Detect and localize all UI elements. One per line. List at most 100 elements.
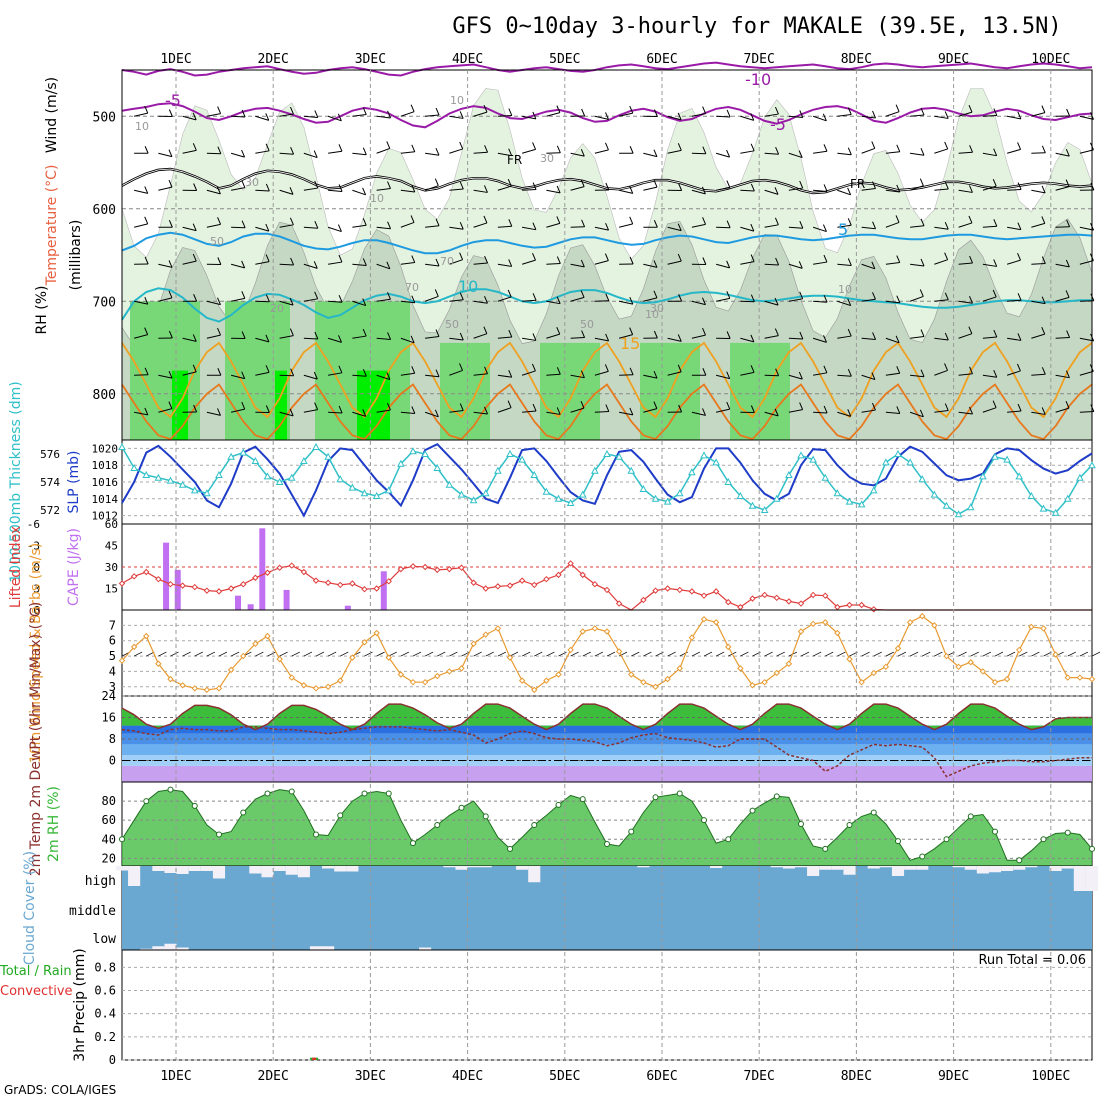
wind-barb bbox=[303, 298, 318, 302]
rh2m-marker bbox=[919, 853, 926, 860]
wind10m-barb bbox=[376, 651, 385, 657]
wind-barb-feather bbox=[920, 258, 925, 267]
wind-barb bbox=[425, 114, 440, 117]
cloud-low-bar bbox=[309, 946, 323, 950]
wind-barb bbox=[1007, 226, 1021, 231]
wind-barb-feather bbox=[678, 404, 683, 413]
wind-barb-feather bbox=[387, 332, 392, 340]
wind-barb bbox=[982, 374, 997, 378]
wind10m-marker bbox=[349, 654, 356, 661]
wind-barb-feather bbox=[677, 143, 682, 151]
wind10m-barb bbox=[934, 651, 943, 657]
thickness-marker bbox=[748, 501, 757, 509]
rh2m-marker bbox=[385, 790, 392, 797]
wind-barb-feather bbox=[241, 371, 246, 379]
precip-frame bbox=[121, 949, 1093, 1061]
wind-barb-feather bbox=[847, 147, 852, 155]
wind-barb bbox=[497, 263, 512, 267]
wind-barb bbox=[788, 298, 803, 302]
rh2m-marker bbox=[119, 836, 125, 843]
wind-barb bbox=[158, 374, 173, 379]
wind-barb-feather bbox=[775, 147, 780, 155]
wind-barb-feather bbox=[362, 218, 367, 226]
ylabel-cape: CAPE (J/kg) bbox=[66, 528, 82, 606]
wind-barb bbox=[497, 407, 512, 413]
cloud-high-bar bbox=[879, 866, 892, 868]
contour-label: 10 bbox=[370, 192, 384, 205]
wind-barb-feather bbox=[192, 253, 197, 262]
isotherm-line bbox=[121, 231, 1093, 255]
wind-barb bbox=[473, 262, 488, 265]
wind10m-barb bbox=[364, 651, 373, 657]
wind-barb-feather bbox=[459, 292, 464, 300]
wind-barb bbox=[885, 337, 900, 344]
wind-barb bbox=[255, 115, 269, 121]
wind-barb-feather bbox=[653, 149, 658, 157]
wind-barb-feather bbox=[314, 180, 319, 189]
isotherm-15-line bbox=[121, 341, 1093, 419]
wind-barb-feather bbox=[847, 409, 852, 417]
wind10m-marker bbox=[1028, 623, 1035, 631]
wind-barb bbox=[934, 410, 949, 413]
wind10m-marker bbox=[1003, 675, 1011, 683]
wind10m-marker bbox=[773, 669, 780, 677]
li-marker bbox=[482, 585, 489, 592]
contour-label: -5 bbox=[770, 115, 786, 134]
wind-barb bbox=[715, 152, 730, 158]
wind10m-marker bbox=[385, 654, 392, 661]
wind-barb-feather bbox=[872, 221, 877, 229]
wind-barb-feather bbox=[726, 331, 731, 339]
wind-barb bbox=[449, 410, 464, 413]
wind-barb-feather bbox=[1065, 290, 1070, 298]
wind-barb-feather bbox=[1065, 400, 1070, 409]
wind-barb bbox=[1007, 115, 1021, 120]
cloud-high-bar bbox=[1001, 866, 1014, 871]
wind10m-marker bbox=[1052, 651, 1059, 658]
wind-barb bbox=[400, 337, 415, 344]
wind-barb-feather bbox=[556, 296, 561, 304]
wind-barb-feather bbox=[192, 112, 197, 121]
rh2m-marker bbox=[191, 802, 198, 809]
li-tick-label: -3 bbox=[27, 540, 40, 553]
contour-label: 50 bbox=[580, 318, 594, 331]
wind-barb-feather bbox=[144, 216, 149, 225]
cloud-high-bar bbox=[164, 866, 177, 873]
cloud-high-bar bbox=[1049, 866, 1062, 871]
x-tick-label-bottom: 2DEC bbox=[258, 1069, 289, 1084]
wind-barb bbox=[352, 224, 367, 228]
thickness-marker bbox=[203, 489, 211, 497]
wind-barb-feather bbox=[993, 259, 998, 267]
cloud-high-bar bbox=[249, 866, 262, 874]
rh-shade-green bbox=[130, 301, 200, 440]
wind-barb bbox=[861, 374, 876, 381]
thickness-marker bbox=[942, 501, 951, 509]
cloud-high-bar bbox=[322, 866, 335, 869]
wind10m-marker bbox=[579, 628, 586, 635]
wind10m-marker bbox=[276, 655, 283, 663]
x-tick-label-bottom: 1DEC bbox=[160, 1069, 191, 1084]
wind-barb bbox=[813, 150, 828, 154]
wind-barb-feather bbox=[314, 402, 319, 410]
wind-barb-feather bbox=[1065, 370, 1070, 378]
wind-barb-feather bbox=[726, 220, 731, 228]
wind10m-barb bbox=[437, 651, 446, 657]
li-marker bbox=[640, 596, 647, 604]
wind-barb bbox=[230, 263, 245, 269]
wind10m-barb bbox=[1067, 651, 1076, 657]
wind-barb-feather bbox=[168, 330, 173, 339]
wind-barb-feather bbox=[532, 111, 537, 120]
wind-barb bbox=[449, 148, 463, 154]
li-marker bbox=[397, 565, 405, 573]
ylabel-slp: SLP (mb) bbox=[66, 450, 82, 513]
wind-barb-feather bbox=[920, 329, 925, 337]
wind-barb bbox=[910, 374, 925, 378]
wind-barb bbox=[352, 152, 367, 156]
wind-barb-feather bbox=[629, 146, 634, 154]
wind10m-marker bbox=[215, 685, 223, 692]
cloud-high-bar bbox=[443, 866, 456, 868]
wind10m-barb bbox=[1006, 651, 1016, 657]
wind10m-marker bbox=[482, 631, 489, 638]
wind-barb-feather bbox=[1041, 145, 1046, 153]
wind-barb bbox=[134, 112, 148, 117]
li-marker bbox=[615, 600, 623, 607]
